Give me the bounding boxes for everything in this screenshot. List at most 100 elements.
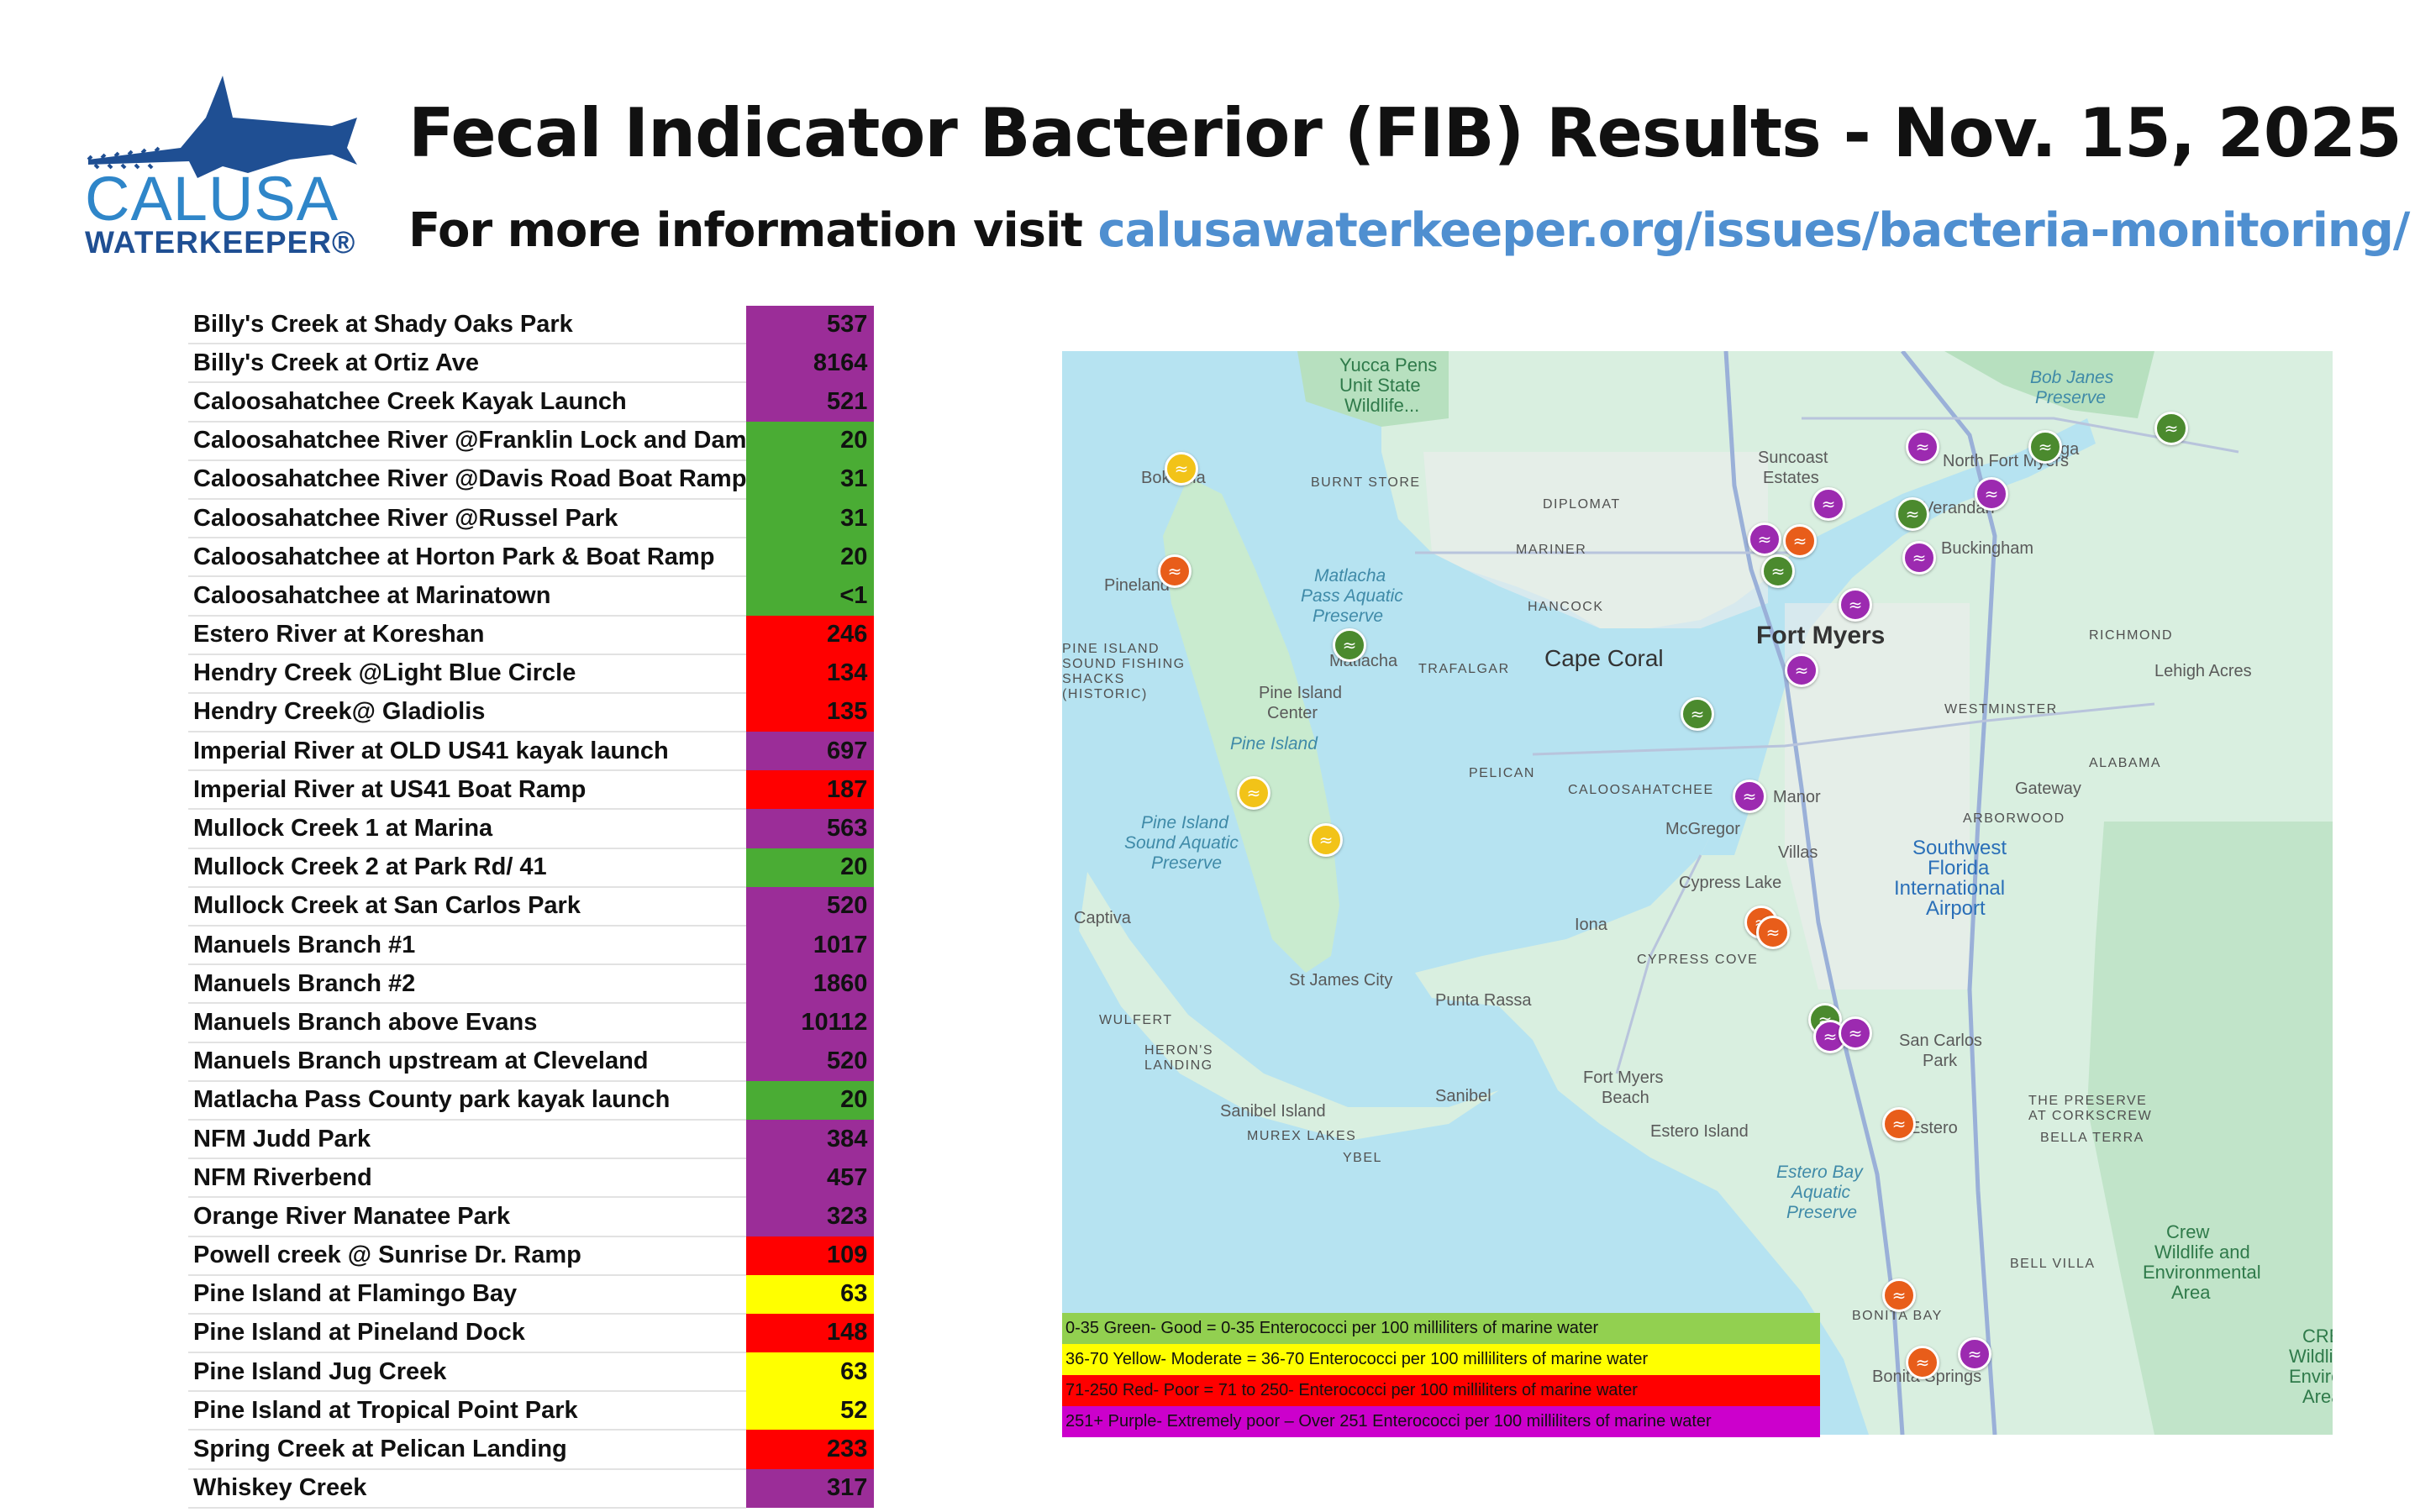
map-label: Estero Bay bbox=[1776, 1163, 1863, 1182]
results-row: NFM Riverbend 457 bbox=[188, 1158, 875, 1199]
bacteria-value: <1 bbox=[746, 576, 875, 616]
map-label: Fort Myers bbox=[1756, 622, 1886, 649]
swim-site-marker-purple[interactable]: ≈ bbox=[1958, 1337, 1991, 1371]
legend-row: 36-70 Yellow- Moderate = 36-70 Enterococ… bbox=[1062, 1344, 1820, 1375]
site-name: Manuels Branch #1 bbox=[188, 926, 747, 966]
swimmer-icon: ≈ bbox=[1823, 1026, 1838, 1047]
map-label: Wildlife and bbox=[2154, 1242, 2250, 1263]
map-label: Center bbox=[1267, 704, 1318, 722]
site-name: Whiskey Creek bbox=[188, 1468, 747, 1509]
map-label: Captiva bbox=[1074, 909, 1131, 927]
swimmer-icon: ≈ bbox=[1742, 786, 1757, 806]
map-label: Florida bbox=[1928, 857, 1990, 879]
bacteria-value: 457 bbox=[746, 1158, 875, 1198]
swim-site-marker-purple[interactable]: ≈ bbox=[1839, 588, 1872, 622]
results-row: Manuels Branch #2 1860 bbox=[188, 964, 875, 1005]
bacteria-value: 1860 bbox=[746, 964, 875, 1004]
results-row: NFM Judd Park 384 bbox=[188, 1119, 875, 1160]
map-label: HERON'S bbox=[1144, 1043, 1214, 1058]
swimmer-icon: ≈ bbox=[2038, 437, 2053, 457]
map-label: Unit State bbox=[1339, 375, 1421, 396]
swim-site-marker-yellow[interactable]: ≈ bbox=[1237, 776, 1270, 810]
swim-site-marker-orange[interactable]: ≈ bbox=[1882, 1107, 1916, 1141]
bacteria-value: 109 bbox=[746, 1236, 875, 1275]
swim-site-marker-green[interactable]: ≈ bbox=[2154, 412, 2188, 445]
swim-site-marker-purple[interactable]: ≈ bbox=[1812, 487, 1845, 521]
site-name: Matlacha Pass County park kayak launch bbox=[188, 1080, 747, 1121]
map-label: Punta Rassa bbox=[1435, 991, 1532, 1010]
site-name: Caloosahatchee Creek Kayak Launch bbox=[188, 382, 747, 423]
results-row: Pine Island at Flamingo Bay 63 bbox=[188, 1274, 875, 1315]
results-row: Orange River Manatee Park 323 bbox=[188, 1197, 875, 1237]
map-label: Sanibel bbox=[1435, 1087, 1491, 1105]
map-label: Estero bbox=[1909, 1119, 1958, 1137]
swim-site-marker-orange[interactable]: ≈ bbox=[1783, 524, 1817, 558]
sampling-map[interactable]: Yucca Pens Unit State Wildlife... Bob Janes… bbox=[1062, 351, 2333, 1435]
map-label: Wildlife bbox=[2289, 1346, 2333, 1367]
swimmer-icon: ≈ bbox=[1848, 1023, 1863, 1043]
bacteria-value: 233 bbox=[746, 1430, 875, 1469]
swimmer-icon: ≈ bbox=[1342, 635, 1357, 655]
swim-site-marker-purple[interactable]: ≈ bbox=[1906, 430, 1939, 464]
site-name: Caloosahatchee River @Davis Road Boat Ra… bbox=[188, 459, 747, 500]
swim-site-marker-green[interactable]: ≈ bbox=[1333, 628, 1366, 662]
results-row: Whiskey Creek 317 bbox=[188, 1468, 875, 1509]
map-label: BONITA BAY bbox=[1852, 1309, 1943, 1323]
swimmer-icon: ≈ bbox=[1891, 1285, 1907, 1305]
legend-row: 251+ Purple- Extremely poor – Over 251 E… bbox=[1062, 1406, 1820, 1437]
swim-site-marker-yellow[interactable]: ≈ bbox=[1309, 823, 1343, 857]
results-row: Hendry Creek@ Gladiolis 135 bbox=[188, 692, 875, 733]
site-name: Hendry Creek@ Gladiolis bbox=[188, 692, 747, 733]
results-row: Mullock Creek 2 at Park Rd/ 41 20 bbox=[188, 848, 875, 888]
legend-row: 71-250 Red- Poor = 71 to 250- Enterococc… bbox=[1062, 1375, 1820, 1406]
swim-site-marker-purple[interactable]: ≈ bbox=[1902, 541, 1936, 575]
site-name: Spring Creek at Pelican Landing bbox=[188, 1430, 747, 1470]
site-name: Caloosahatchee at Marinatown bbox=[188, 576, 747, 617]
site-name: NFM Riverbend bbox=[188, 1158, 747, 1199]
bacteria-value: 8164 bbox=[746, 344, 875, 383]
bacteria-value: 135 bbox=[746, 692, 875, 732]
swim-site-marker-purple[interactable]: ≈ bbox=[1975, 477, 2008, 511]
map-label: ARBORWOOD bbox=[1963, 811, 2065, 826]
swim-site-marker-green[interactable]: ≈ bbox=[1761, 554, 1795, 588]
map-label: ALABAMA bbox=[2089, 756, 2162, 770]
map-label: San Carlos bbox=[1899, 1032, 1982, 1050]
subtitle-prefix: For more information visit bbox=[408, 203, 1098, 258]
swim-site-marker-orange[interactable]: ≈ bbox=[1906, 1346, 1939, 1379]
swim-site-marker-purple[interactable]: ≈ bbox=[1748, 522, 1781, 556]
swim-site-marker-purple[interactable]: ≈ bbox=[1785, 654, 1818, 687]
map-label: CREW bbox=[2302, 1326, 2333, 1347]
map-label: AT CORKSCREW bbox=[2028, 1109, 2153, 1123]
swimmer-icon: ≈ bbox=[1794, 660, 1809, 680]
map-label: LANDING bbox=[1144, 1058, 1213, 1073]
bacteria-value: 52 bbox=[746, 1391, 875, 1431]
swim-site-marker-yellow[interactable]: ≈ bbox=[1165, 452, 1198, 486]
swim-site-marker-purple[interactable]: ≈ bbox=[1839, 1016, 1872, 1050]
site-name: NFM Judd Park bbox=[188, 1119, 747, 1160]
swim-site-marker-orange[interactable]: ≈ bbox=[1882, 1278, 1916, 1312]
swim-site-marker-green[interactable]: ≈ bbox=[1896, 497, 1929, 531]
results-row: Mullock Creek at San Carlos Park 520 bbox=[188, 886, 875, 927]
calusa-waterkeeper-logo: CALUSA WATERKEEPER® bbox=[80, 67, 357, 260]
site-name: Caloosahatchee River @Russel Park bbox=[188, 498, 747, 539]
site-name: Mullock Creek 1 at Marina bbox=[188, 809, 747, 849]
map-label: Pine Island bbox=[1230, 734, 1318, 753]
site-name: Orange River Manatee Park bbox=[188, 1197, 747, 1237]
map-label: CYPRESS COVE bbox=[1637, 953, 1759, 967]
map-label: Matlacha bbox=[1314, 566, 1386, 585]
map-label: Manor bbox=[1773, 788, 1821, 806]
swim-site-marker-green[interactable]: ≈ bbox=[1681, 697, 1714, 731]
more-info-link[interactable]: calusawaterkeeper.org/issues/bacteria-mo… bbox=[1097, 203, 2410, 258]
swim-site-marker-orange[interactable]: ≈ bbox=[1756, 916, 1790, 949]
map-label: Cypress Lake bbox=[1679, 874, 1782, 892]
bacteria-value: 63 bbox=[746, 1352, 875, 1392]
bacteria-value: 384 bbox=[746, 1119, 875, 1159]
bacteria-value: 20 bbox=[746, 421, 875, 460]
swim-site-marker-orange[interactable]: ≈ bbox=[1158, 554, 1192, 588]
swimmer-icon: ≈ bbox=[1984, 484, 1999, 504]
swim-site-marker-green[interactable]: ≈ bbox=[2028, 430, 2062, 464]
site-name: Pine Island at Tropical Point Park bbox=[188, 1391, 747, 1431]
bacteria-value: 31 bbox=[746, 459, 875, 499]
swim-site-marker-purple[interactable]: ≈ bbox=[1733, 780, 1766, 813]
map-label: Bob Janes bbox=[2030, 368, 2114, 387]
